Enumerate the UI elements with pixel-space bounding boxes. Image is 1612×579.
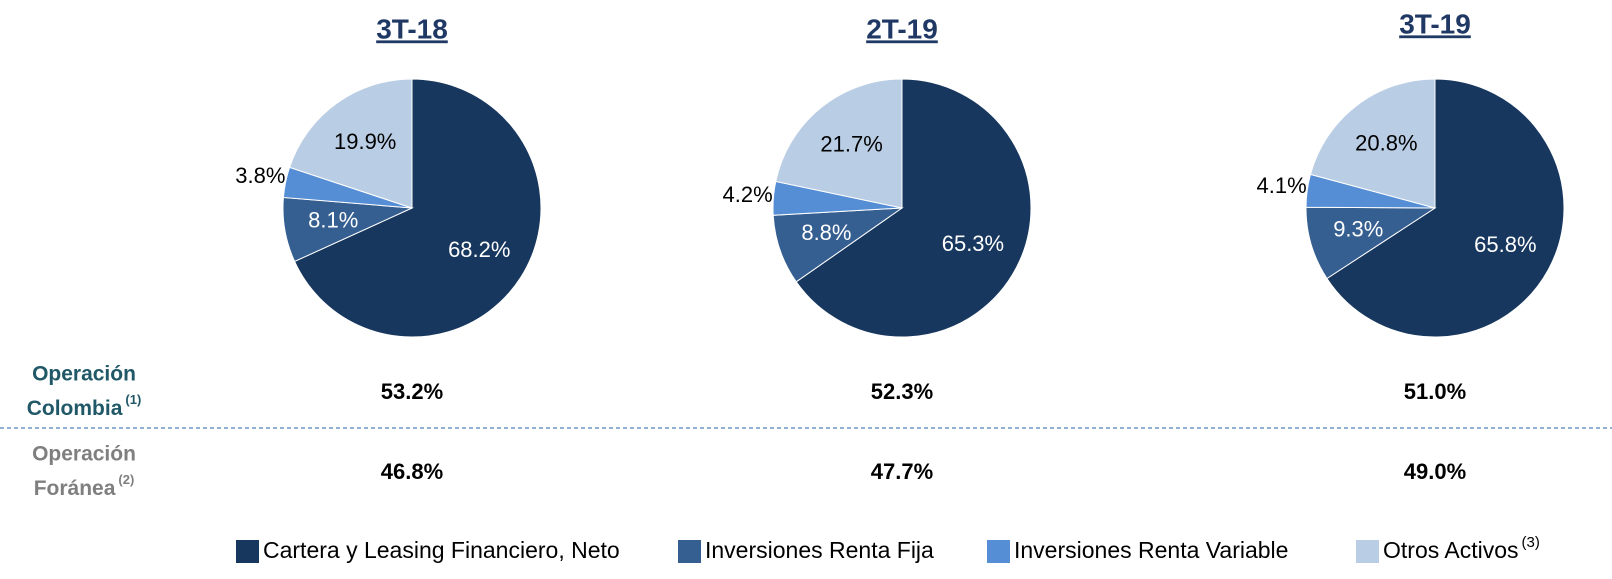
data-label: 4.2% — [723, 182, 773, 207]
legend-label: Inversiones Renta Fija — [705, 537, 934, 563]
legend-text: Otros Activos — [1383, 537, 1518, 563]
pie-slice — [1309, 78, 1436, 209]
data-label: 65.8% — [1474, 232, 1536, 257]
legend-label: Otros Activos (3) — [1383, 534, 1540, 563]
data-label: 3.8% — [235, 163, 285, 188]
legend-swatch — [987, 540, 1010, 563]
row-label-text: Foránea — [34, 477, 116, 500]
data-label: 8.1% — [308, 208, 358, 233]
legend-label: Cartera y Leasing Financiero, Neto — [263, 537, 620, 563]
row-label: Foránea (2) — [34, 472, 135, 499]
pie-title: 2T-19 — [866, 13, 938, 44]
pie-slice — [288, 78, 413, 209]
data-label: 68.2% — [448, 237, 510, 262]
row-value: 52.3% — [871, 379, 933, 404]
legend-swatch — [236, 540, 259, 563]
pie-slice — [775, 78, 903, 209]
footnote-mark: (1) — [125, 392, 141, 407]
row-label: Colombia (1) — [27, 392, 142, 419]
data-label: 20.8% — [1355, 130, 1417, 155]
legend-text: Inversiones Renta Variable — [1014, 537, 1288, 563]
legend-text: Cartera y Leasing Financiero, Neto — [263, 537, 620, 563]
pie-slice — [293, 78, 542, 338]
row-value: 49.0% — [1404, 459, 1466, 484]
row-label-text: Colombia — [27, 397, 123, 420]
footnote-mark: (2) — [118, 472, 134, 487]
row-label: Operación — [32, 363, 136, 386]
data-label: 4.1% — [1257, 173, 1307, 198]
pie-title: 3T-19 — [1399, 8, 1471, 39]
pie-slice — [1326, 78, 1565, 338]
pie-slice — [795, 78, 1032, 338]
data-label: 8.8% — [801, 220, 851, 245]
legend-text: Inversiones Renta Fija — [705, 537, 934, 563]
legend-swatch — [678, 540, 701, 563]
pie-title: 3T-18 — [376, 13, 448, 44]
row-value: 53.2% — [381, 379, 443, 404]
footnote-mark: (3) — [1521, 534, 1539, 551]
row-value: 46.8% — [381, 459, 443, 484]
row-label: Operación — [32, 443, 136, 466]
row-value: 47.7% — [871, 459, 933, 484]
row-value: 51.0% — [1404, 379, 1466, 404]
data-label: 9.3% — [1333, 216, 1383, 241]
legend-label: Inversiones Renta Variable — [1014, 537, 1288, 563]
data-label: 21.7% — [820, 132, 882, 157]
legend-swatch — [1356, 540, 1379, 563]
data-label: 19.9% — [334, 129, 396, 154]
data-label: 65.3% — [942, 231, 1004, 256]
